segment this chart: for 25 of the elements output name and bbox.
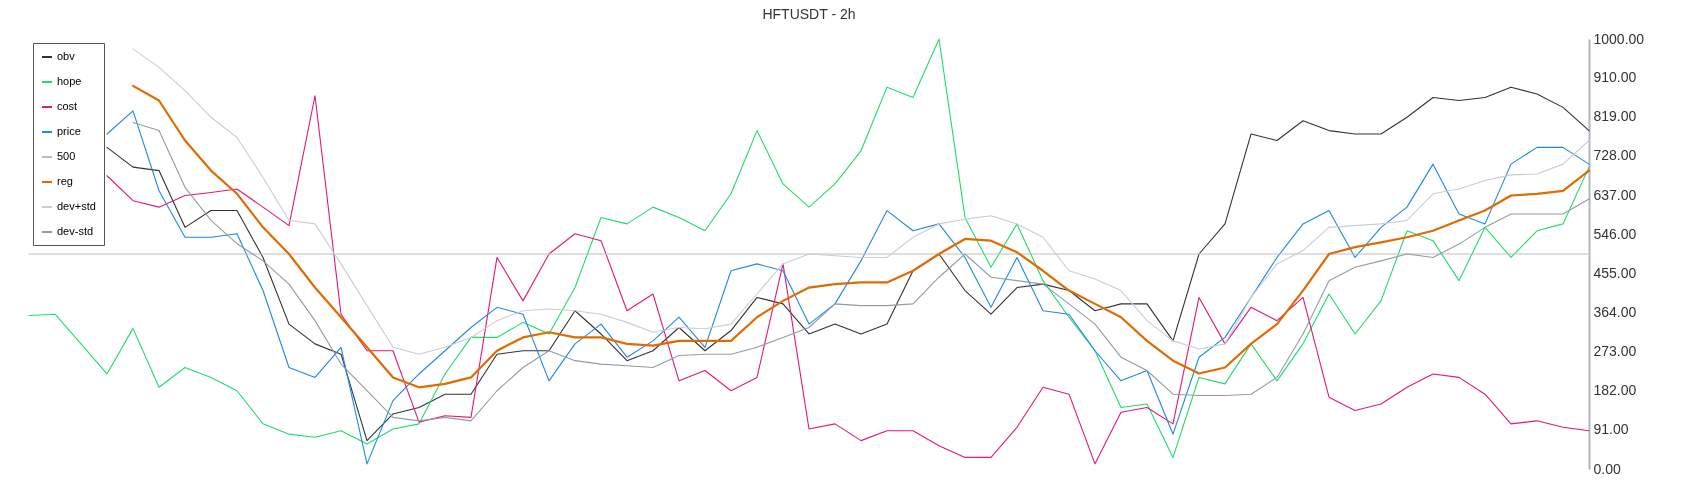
y-tick-label: 0.00 [1593, 460, 1621, 477]
legend-label: obv [57, 50, 76, 62]
line-series [132, 48, 1590, 355]
y-tick-label: 273.00 [1593, 343, 1637, 360]
legend-label: 500 [57, 150, 76, 162]
legend-label: cost [57, 100, 78, 112]
y-tick-label: 182.00 [1593, 382, 1637, 399]
legend-label: dev+std [57, 200, 96, 212]
y-tick-label: 819.00 [1593, 108, 1637, 125]
legend-label: price [57, 125, 81, 137]
line-series [132, 121, 1590, 422]
y-tick-label: 91.00 [1593, 421, 1629, 438]
y-tick-label: 637.00 [1593, 186, 1637, 203]
y-tick-label: 910.00 [1593, 69, 1637, 86]
y-tick-label: 364.00 [1593, 303, 1637, 320]
y-tick-label: 455.00 [1593, 264, 1637, 281]
legend-label: hope [57, 75, 82, 87]
chart-title: HFTUSDT - 2h [762, 6, 856, 22]
legend-label: dev-std [57, 225, 94, 237]
line-series [131, 84, 1591, 389]
y-tick-label: 728.00 [1593, 147, 1637, 164]
y-tick-label: 1000.00 [1593, 30, 1645, 47]
line-series [28, 38, 1590, 458]
y-tick-label: 546.00 [1593, 225, 1637, 242]
legend-label: reg [57, 175, 73, 187]
